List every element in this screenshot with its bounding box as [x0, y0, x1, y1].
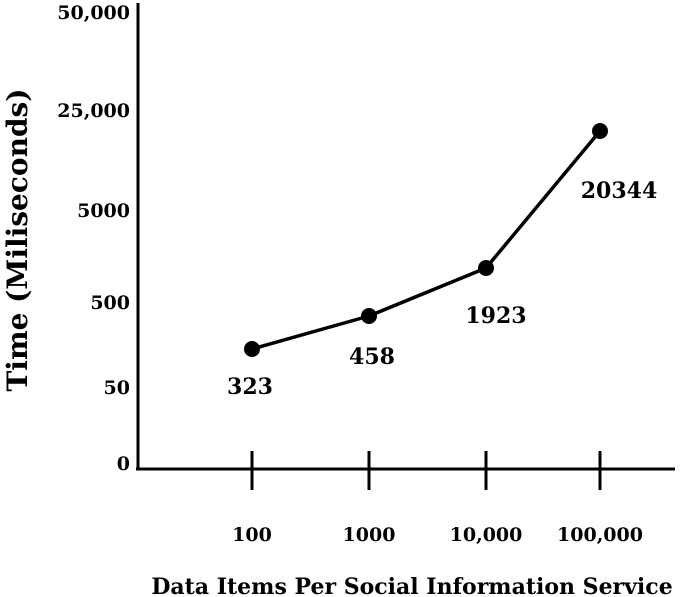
x-tick-label: 100: [232, 524, 272, 546]
data-label: 323: [227, 374, 273, 400]
data-point: [478, 260, 494, 276]
data-points: [244, 123, 608, 357]
y-tick-label: 50: [104, 377, 130, 399]
y-tick-label: 25,000: [57, 100, 130, 122]
data-labels: 323 458 1923 20344: [227, 178, 657, 400]
y-axis-title: Time (Miliseconds): [1, 88, 34, 391]
x-tick-labels: 100 1000 10,000 100,000: [232, 524, 643, 546]
data-label: 20344: [581, 178, 658, 204]
y-tick-label: 50,000: [57, 2, 130, 24]
data-label: 1923: [465, 303, 526, 329]
x-tick-label: 10,000: [450, 524, 523, 546]
data-label: 458: [349, 344, 395, 370]
data-point: [592, 123, 608, 139]
y-tick-label: 0: [117, 453, 130, 475]
y-tick-label: 5000: [77, 200, 130, 222]
data-point: [361, 308, 377, 324]
x-axis-title: Data Items Per Social Information Servic…: [151, 574, 672, 597]
x-tick-label: 100,000: [557, 524, 643, 546]
y-tick-labels: 0 50 500 5000 25,000 50,000: [57, 2, 130, 475]
y-tick-label: 500: [90, 292, 130, 314]
series-line: [251, 129, 602, 351]
x-tick-marks: [250, 451, 602, 490]
x-tick-label: 1000: [343, 524, 396, 546]
data-point: [244, 341, 260, 357]
